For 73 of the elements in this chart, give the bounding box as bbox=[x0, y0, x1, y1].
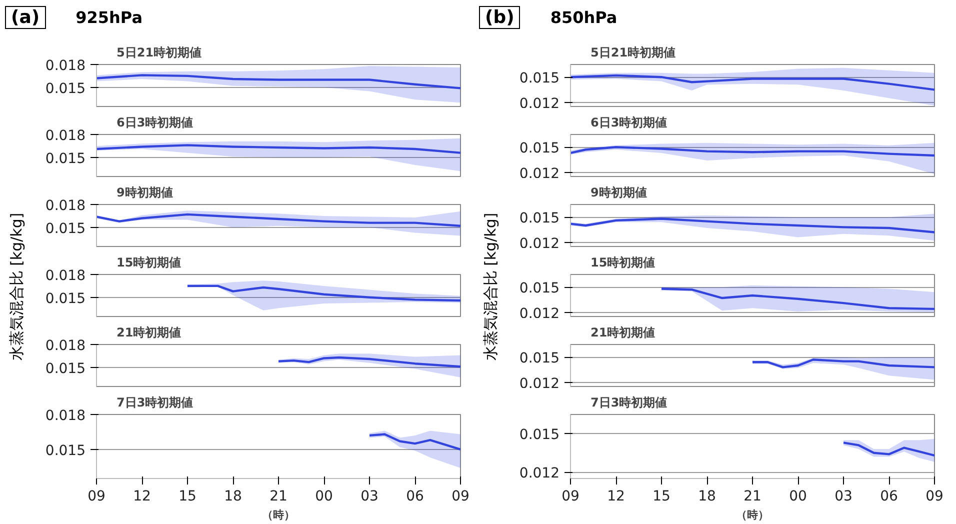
text: 925hPa bbox=[76, 8, 142, 27]
x-tick-label: 15 bbox=[652, 488, 670, 504]
y-tick-label: 0.012 bbox=[519, 466, 560, 482]
chart-title: 15時初期値 bbox=[116, 256, 182, 270]
line-series bbox=[570, 146, 934, 157]
chart-title: 5日21時初期値 bbox=[116, 46, 202, 60]
y-tick-label: 0.018 bbox=[45, 338, 86, 354]
y-tick-label: 0.018 bbox=[45, 408, 86, 424]
y-axis-title: 水蒸気混合比 [kg/kg] bbox=[6, 212, 26, 363]
x-tick-label: 09 bbox=[452, 488, 470, 504]
y-tick-label: 0.012 bbox=[519, 166, 560, 182]
chart-title: 6日3時初期値 bbox=[590, 116, 668, 130]
x-tick-label: 12 bbox=[607, 488, 625, 504]
x-tick-label: 03 bbox=[360, 488, 378, 504]
x-tick-label: 00 bbox=[789, 488, 807, 504]
text: (a) bbox=[5, 6, 46, 29]
y-tick-label: 0.015 bbox=[519, 210, 560, 227]
line-series bbox=[368, 433, 460, 451]
x-tick-label: 15 bbox=[178, 488, 196, 504]
x-axis-title: （時） bbox=[736, 508, 769, 522]
chart-title: 5日21時初期値 bbox=[590, 46, 676, 60]
x-tick-label: 12 bbox=[133, 488, 151, 504]
text: (b) bbox=[479, 6, 520, 29]
y-tick-label: 0.015 bbox=[45, 360, 86, 377]
line-series bbox=[277, 356, 460, 368]
x-tick-label: 21 bbox=[270, 488, 288, 504]
y-tick-label: 0.015 bbox=[45, 150, 86, 167]
y-tick-label: 0.018 bbox=[45, 198, 86, 214]
line-series bbox=[751, 358, 934, 368]
chart-title: 15時初期値 bbox=[590, 256, 656, 270]
chart-title: 7日3時初期値 bbox=[590, 396, 668, 410]
y-tick-label: 0.012 bbox=[519, 236, 560, 252]
x-tick-label: 06 bbox=[880, 488, 898, 504]
y-tick-label: 0.015 bbox=[45, 80, 86, 97]
x-tick-label: 09 bbox=[88, 488, 106, 504]
x-tick-label: 09 bbox=[926, 488, 944, 504]
x-tick-label: 03 bbox=[834, 488, 852, 504]
chart-title: 9時初期値 bbox=[590, 186, 647, 200]
chart-title: 21時初期値 bbox=[590, 326, 656, 340]
y-tick-label: 0.015 bbox=[519, 427, 560, 444]
x-tick-label: 00 bbox=[315, 488, 333, 504]
line-series bbox=[842, 442, 934, 457]
y-axis-title: 水蒸気混合比 [kg/kg] bbox=[480, 212, 500, 363]
x-tick-label: 09 bbox=[562, 488, 580, 504]
y-tick-label: 0.015 bbox=[519, 70, 560, 87]
y-tick-label: 0.015 bbox=[519, 280, 560, 297]
x-tick-label: 06 bbox=[406, 488, 424, 504]
x-axis-title: （時） bbox=[262, 508, 295, 522]
text: 850hPa bbox=[550, 8, 618, 27]
y-tick-label: 0.018 bbox=[45, 268, 86, 284]
line-series bbox=[96, 213, 460, 227]
x-tick-label: 18 bbox=[224, 488, 242, 504]
y-tick-label: 0.015 bbox=[519, 140, 560, 157]
y-tick-label: 0.015 bbox=[519, 350, 560, 367]
x-tick-label: 21 bbox=[744, 488, 762, 504]
y-tick-label: 0.012 bbox=[519, 306, 560, 322]
x-tick-label: 18 bbox=[698, 488, 716, 504]
line-series bbox=[570, 74, 934, 91]
y-tick-label: 0.015 bbox=[45, 290, 86, 307]
line-series bbox=[186, 284, 460, 302]
y-tick-label: 0.012 bbox=[519, 376, 560, 392]
y-tick-label: 0.012 bbox=[519, 96, 560, 112]
chart-title: 9時初期値 bbox=[116, 186, 173, 200]
chart-title: 6日3時初期値 bbox=[116, 116, 194, 130]
y-tick-label: 0.018 bbox=[45, 58, 86, 74]
line-series bbox=[96, 144, 460, 154]
y-tick-label: 0.015 bbox=[45, 442, 86, 459]
line-series bbox=[96, 74, 460, 90]
y-tick-label: 0.018 bbox=[45, 128, 86, 144]
chart-title: 21時初期値 bbox=[116, 326, 182, 340]
chart-title: 7日3時初期値 bbox=[116, 396, 194, 410]
y-tick-label: 0.015 bbox=[45, 220, 86, 237]
line-series bbox=[570, 218, 934, 234]
